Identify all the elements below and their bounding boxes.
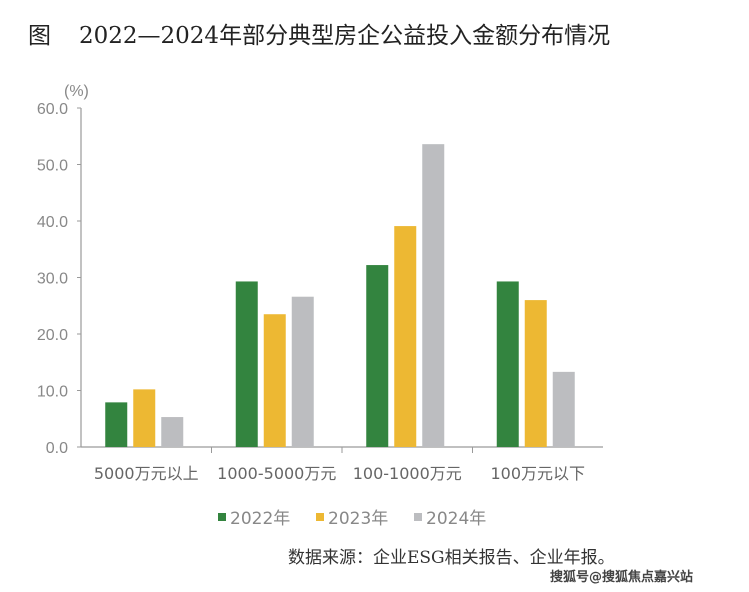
figure-prefix: 图 [28,23,51,49]
y-tick-label: 60.0 [37,101,68,118]
legend-label: 2023年 [328,509,388,529]
bar-2022年-100万元以下 [496,281,519,447]
title-text: 2022—2024年部分典型房企公益投入金额分布情况 [79,23,611,49]
legend-swatch [316,513,324,521]
y-tick-label: 10.0 [37,384,68,401]
y-tick-label: 20.0 [37,327,68,344]
bar-2024年-5000万元以上 [161,417,184,447]
legend-label: 2022年 [230,509,290,529]
bar-2022年-5000万元以上 [105,402,128,447]
bar-2024年-100万元以下 [552,371,575,447]
y-tick-label: 30.0 [37,271,68,288]
source-note: 数据来源：企业ESG相关报告、企业年报。 [288,548,615,568]
x-tick-label: 1000-5000万元 [217,464,336,483]
y-tick-label: 0.0 [46,440,68,457]
bar-2023年-100-1000万元 [394,226,417,447]
y-tick-label: 50.0 [37,158,68,175]
bar-2022年-1000-5000万元 [235,281,258,447]
x-tick-label: 100万元以下 [490,464,585,483]
watermark: 搜狐号@搜狐焦点嘉兴站 [550,570,694,585]
bar-2023年-5000万元以上 [133,389,156,447]
y-tick-label: 40.0 [37,214,68,231]
legend-swatch [218,513,226,521]
bar-2024年-100-1000万元 [422,144,445,447]
bar-2022年-100-1000万元 [366,265,389,447]
y-axis-unit: (%) [64,83,89,100]
bar-2024年-1000-5000万元 [291,296,314,447]
legend-label: 2024年 [426,509,486,529]
chart-title: 图 2022—2024年部分典型房企公益投入金额分布情况 [28,16,610,50]
bar-2023年-1000-5000万元 [263,314,286,447]
legend-swatch [414,513,422,521]
x-tick-label: 100-1000万元 [353,464,462,483]
x-tick-label: 5000万元以上 [94,464,199,483]
bar-2023年-100万元以下 [524,300,547,447]
